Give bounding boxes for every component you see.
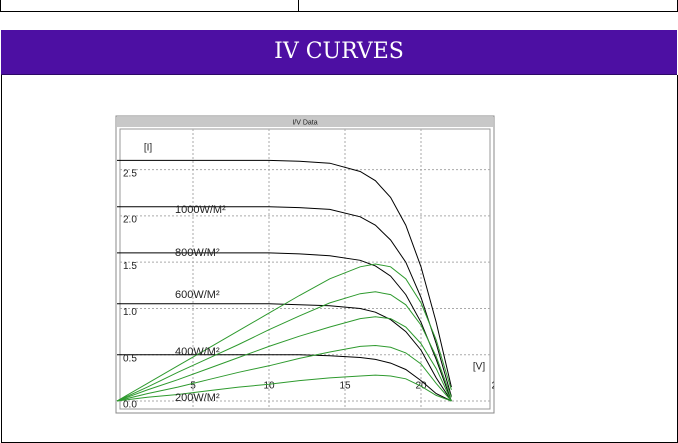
x-tick-label: 15 (339, 381, 351, 392)
curve (117, 303, 452, 402)
curve-label: 1000W/M² (175, 204, 226, 216)
chart-window (115, 115, 495, 414)
x-tick-label: 25 (491, 381, 503, 392)
curve (116, 374, 452, 402)
plot-frame (119, 128, 491, 410)
x-tick-label: 10 (263, 381, 275, 392)
x-axis-label: [V] (473, 362, 485, 373)
y-tick-label: 2.0 (123, 215, 137, 226)
y-tick-label: 1.5 (123, 261, 137, 272)
y-tick-label: 0.0 (123, 400, 137, 411)
y-axis-label: [I] (144, 143, 153, 154)
y-tick-label: 0.5 (123, 353, 137, 364)
cell-divider (298, 0, 299, 11)
title-bar (117, 117, 493, 127)
curve-label: 800W/M² (175, 247, 220, 259)
curve (116, 316, 452, 402)
curve-label: 400W/M² (175, 346, 220, 358)
curve-label: 200W/M² (175, 392, 220, 404)
y-tick-label: 2.5 (123, 168, 137, 179)
chart-title: I/V Data (292, 119, 317, 126)
curve (116, 291, 452, 402)
x-tick-label: 5 (190, 381, 196, 392)
curve (116, 263, 452, 402)
curve (117, 206, 452, 397)
y-tick-label: 1.0 (123, 307, 137, 318)
curve (117, 354, 452, 402)
section-header: IV CURVES (1, 30, 677, 75)
curve-label: 600W/M² (175, 289, 220, 301)
curve (117, 159, 452, 388)
curve (117, 252, 452, 402)
curve (116, 344, 452, 402)
